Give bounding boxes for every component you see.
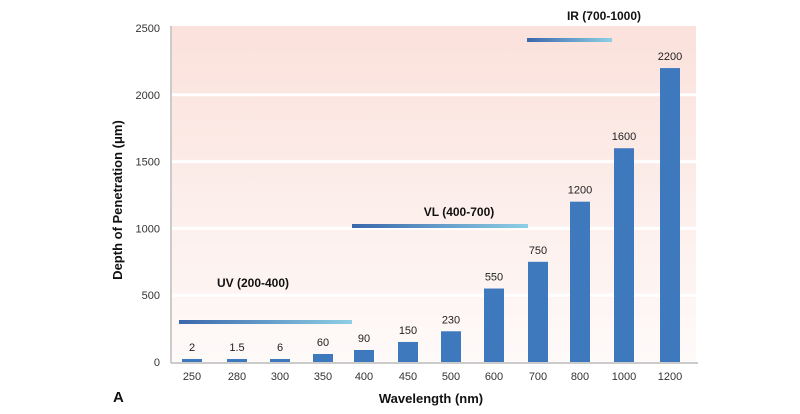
y-tick-label: 1000 [136,223,160,235]
bar-700 [528,261,548,362]
range-bar [352,224,528,228]
y-tick-label: 1500 [136,157,160,169]
bar-800 [570,201,590,362]
bar-400 [354,349,374,362]
y-tick-label: 500 [142,290,160,302]
bar-450 [398,341,418,362]
bar-280 [227,359,247,362]
data-label: 2 [189,342,195,354]
y-axis-label: Depth of Penetration (μm) [110,120,125,280]
x-tick-label: 800 [571,371,589,383]
x-tick-label: 1200 [658,371,682,383]
y-tick-label: 0 [154,357,160,369]
data-label: 1200 [568,185,592,197]
bar-600 [484,288,504,362]
x-tick-label: 450 [399,371,417,383]
data-label: 2200 [658,51,682,63]
bar-300 [270,359,290,362]
x-axis-label: Wavelength (nm) [379,391,483,406]
data-label: 550 [485,272,503,284]
panel-label: A [113,389,124,406]
y-tick-label: 2500 [136,23,160,35]
data-label: 6 [277,342,283,354]
x-tick-label: 400 [355,371,373,383]
bar-250 [182,359,202,362]
x-tick-label: 700 [529,371,547,383]
range-label: IR (700-1000) [567,9,641,23]
x-tick-label: 250 [183,371,201,383]
x-tick-label: 350 [314,371,332,383]
bar-1000 [614,148,634,362]
range-bar [527,38,612,42]
x-tick-label: 300 [271,371,289,383]
bar-500 [441,331,461,362]
range-label: VL (400-700) [424,205,494,219]
data-label: 90 [358,333,370,345]
x-tick-label: 1000 [612,371,636,383]
x-tick-label: 280 [228,371,246,383]
data-label: 1.5 [229,342,244,354]
data-label: 150 [399,325,417,337]
plot-background [172,26,696,362]
data-label: 1600 [612,131,636,143]
x-tick-label: 500 [442,371,460,383]
range-bar [179,320,352,324]
bar-1200 [660,68,680,362]
data-label: 750 [529,245,547,257]
data-label: 230 [442,314,460,326]
x-tick-label: 600 [485,371,503,383]
y-tick-label: 2000 [136,90,160,102]
range-label: UV (200-400) [217,276,289,290]
data-label: 60 [317,337,329,349]
bar-350 [313,353,333,362]
